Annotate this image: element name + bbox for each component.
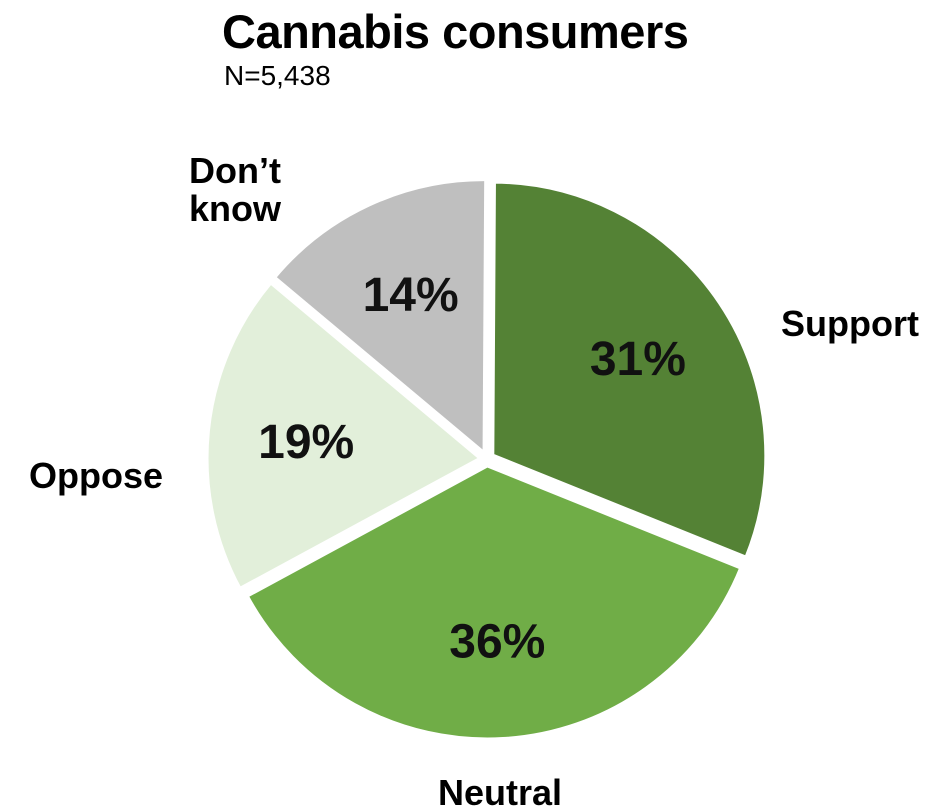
slice-category-label: Don’t know — [189, 150, 282, 229]
slice-value-label: 14% — [363, 269, 459, 322]
slice-value-label: 31% — [590, 333, 686, 386]
pie-slice-support — [491, 180, 768, 560]
chart-title: Cannabis consumers — [222, 5, 689, 58]
slice-category-label: Oppose — [29, 455, 163, 496]
slice-value-label: 36% — [449, 615, 545, 668]
pie-slice-oppose — [205, 280, 483, 591]
slice-category-label: Neutral — [438, 772, 562, 807]
chart-subtitle: N=5,438 — [224, 60, 331, 91]
pie-slice-neutral — [245, 464, 743, 741]
slice-category-label: Support — [781, 303, 919, 344]
slice-value-label: 19% — [258, 416, 354, 469]
pie-slice-don-t-know — [272, 178, 488, 456]
